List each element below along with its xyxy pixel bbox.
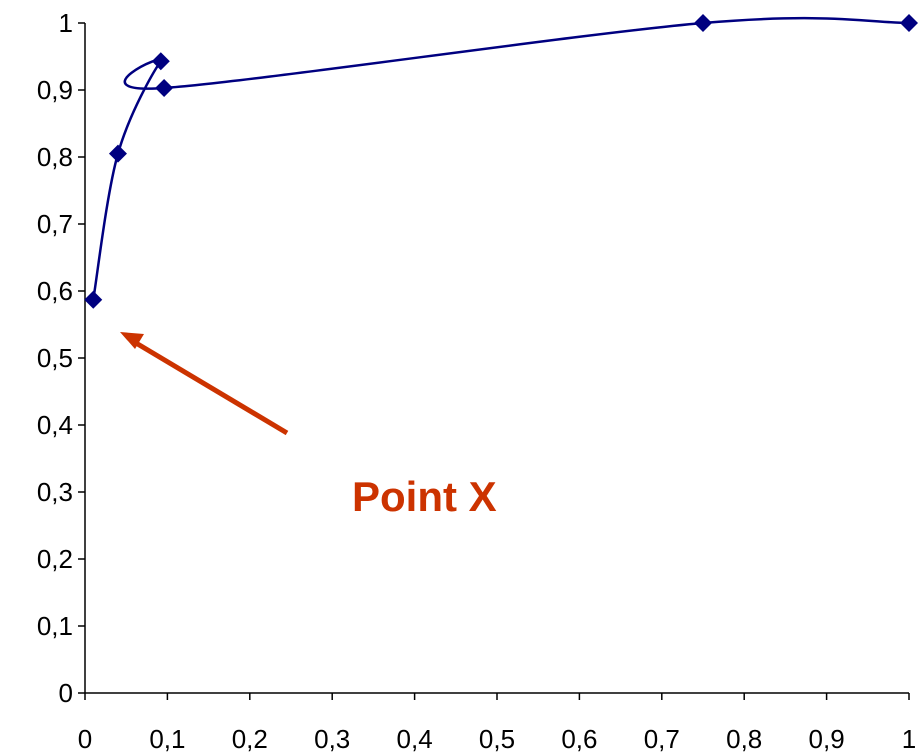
data-point — [900, 14, 918, 32]
x-axis: 0 0,1 0,2 0,3 0,4 0,5 0,6 0,7 0,8 0,9 1 — [78, 692, 916, 754]
data-point — [694, 14, 712, 32]
y-tick-label: 0,9 — [37, 75, 73, 105]
data-point — [155, 78, 174, 97]
x-tick-label: 0,1 — [149, 724, 185, 754]
x-tick-label: 0,2 — [232, 724, 268, 754]
y-tick-label: 0,2 — [37, 544, 73, 574]
y-tick-label: 0,1 — [37, 611, 73, 641]
series-layer — [84, 14, 918, 309]
data-point — [84, 290, 103, 309]
x-tick-label: 0,9 — [809, 724, 845, 754]
y-tick-label: 0,6 — [37, 276, 73, 306]
y-axis: 0 0,1 0,2 0,3 0,4 0,5 0,6 0,7 0,8 0,9 1 — [37, 8, 86, 708]
data-point — [108, 144, 127, 163]
annotation-layer: Point X — [120, 332, 497, 520]
x-tick-label: 0,4 — [397, 724, 433, 754]
x-tick-label: 0,8 — [726, 724, 762, 754]
y-tick-label: 0,3 — [37, 477, 73, 507]
x-tick-label: 0,7 — [644, 724, 680, 754]
y-tick-label: 0,8 — [37, 142, 73, 172]
y-tick-label: 0,5 — [37, 343, 73, 373]
y-tick-label: 0,7 — [37, 209, 73, 239]
annotation-label: Point X — [352, 473, 497, 520]
y-tick-label: 1 — [59, 8, 73, 38]
x-tick-label: 0,6 — [561, 724, 597, 754]
x-tick-label: 0 — [78, 724, 92, 754]
data-point — [151, 52, 170, 71]
y-tick-label: 0,4 — [37, 410, 73, 440]
series-line — [92, 16, 910, 300]
y-tick-label: 0 — [59, 678, 73, 708]
x-tick-label: 0,3 — [314, 724, 350, 754]
x-tick-label: 0,5 — [479, 724, 515, 754]
annotation-arrow-shaft — [134, 340, 289, 436]
annotation-arrow-head — [120, 332, 144, 349]
x-tick-label: 1 — [902, 724, 916, 754]
